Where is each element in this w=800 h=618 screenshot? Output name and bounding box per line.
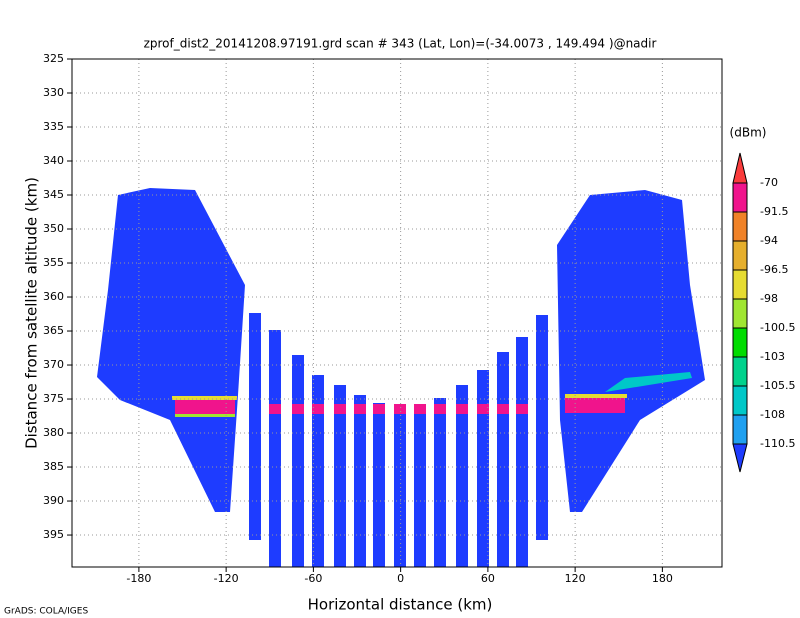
colorbar-segment — [732, 240, 748, 271]
y-tick-label: 335 — [43, 120, 64, 133]
y-tick-label: 385 — [43, 460, 64, 473]
surface-echo — [175, 400, 235, 415]
scan-stripe — [373, 403, 385, 567]
y-tick-label: 350 — [43, 222, 64, 235]
y-tick-label: 395 — [43, 528, 64, 541]
colorbar-tick-label: -96.5 — [760, 263, 788, 276]
y-tick-label: 375 — [43, 392, 64, 405]
colorbar-segment — [732, 211, 748, 242]
surface-echo-edge — [172, 396, 237, 400]
scan-stripe — [434, 398, 446, 567]
scan-stripe — [536, 315, 548, 540]
colorbar-tick-label: -98 — [760, 292, 778, 305]
scan-stripe — [456, 385, 468, 567]
surface-echo — [354, 404, 366, 414]
x-tick-label: 180 — [652, 572, 673, 585]
x-tick-label: 0 — [397, 572, 404, 585]
colorbar-tick-label: -70 — [760, 176, 778, 189]
surface-echo — [456, 404, 468, 414]
scan-stripe — [354, 395, 366, 567]
y-tick-label: 380 — [43, 426, 64, 439]
colorbar-tick-label: -100.5 — [760, 321, 795, 334]
y-tick-label: 360 — [43, 290, 64, 303]
surface-echo-edge — [565, 394, 627, 398]
y-tick-label: 390 — [43, 494, 64, 507]
scan-stripe — [334, 385, 346, 567]
colorbar-segment — [732, 298, 748, 329]
scan-stripe — [497, 352, 509, 567]
scan-stripe — [312, 375, 324, 567]
colorbar-tick-label: -91.5 — [760, 205, 788, 218]
scan-stripe — [269, 330, 281, 567]
x-tick-label: -180 — [126, 572, 151, 585]
colorbar-segment — [732, 182, 748, 213]
colorbar-cap — [732, 152, 748, 184]
x-tick-label: 120 — [565, 572, 586, 585]
chart-title: zprof_dist2_20141208.97191.grd scan # 34… — [144, 37, 657, 51]
scan-stripe — [414, 405, 426, 567]
colorbar-tick-label: -108 — [760, 408, 785, 421]
y-axis-label: Distance from satellite altitude (km) — [23, 177, 41, 449]
y-tick-label: 355 — [43, 256, 64, 269]
surface-echo — [394, 404, 406, 414]
surface-echo-edge — [175, 414, 235, 417]
surface-echo — [565, 398, 625, 413]
colorbar-tick-label: -110.5 — [760, 437, 795, 450]
scan-stripe — [249, 313, 261, 540]
colorbar-segment — [732, 414, 748, 445]
scan-stripe — [516, 337, 528, 567]
y-tick-label: 345 — [43, 188, 64, 201]
x-axis-label: Horizontal distance (km) — [308, 596, 493, 614]
colorbar-label: (dBm) — [730, 126, 767, 140]
x-tick-label: -120 — [214, 572, 239, 585]
scan-stripe — [394, 405, 406, 567]
x-tick-label: -60 — [304, 572, 322, 585]
surface-echo — [516, 404, 528, 414]
y-tick-label: 325 — [43, 52, 64, 65]
surface-echo — [334, 404, 346, 414]
y-tick-label: 365 — [43, 324, 64, 337]
y-tick-label: 340 — [43, 154, 64, 167]
surface-echo — [414, 404, 426, 414]
footer: GrADS: COLA/IGES — [4, 607, 88, 617]
scan-stripe — [292, 355, 304, 567]
plot-frame — [71, 58, 723, 568]
surface-echo — [434, 404, 446, 414]
y-tick-label: 370 — [43, 358, 64, 371]
colorbar-tick-label: -94 — [760, 234, 778, 247]
y-tick-label: 330 — [43, 86, 64, 99]
scan-stripe — [477, 370, 489, 567]
colorbar-segment — [732, 269, 748, 300]
echo-field — [97, 188, 705, 567]
surface-echo — [373, 404, 385, 414]
surface-echo — [497, 404, 509, 414]
colorbar-tick-label: -105.5 — [760, 379, 795, 392]
surface-echo — [292, 404, 304, 414]
surface-echo — [477, 404, 489, 414]
side-echo — [605, 372, 692, 392]
colorbar-cap — [732, 443, 748, 473]
surface-echo — [269, 404, 281, 414]
colorbar-segment — [732, 385, 748, 416]
colorbar-tick-label: -103 — [760, 350, 785, 363]
colorbar-segment — [732, 356, 748, 387]
surface-echo — [312, 404, 324, 414]
x-tick-label: 60 — [481, 572, 495, 585]
colorbar-segment — [732, 327, 748, 358]
